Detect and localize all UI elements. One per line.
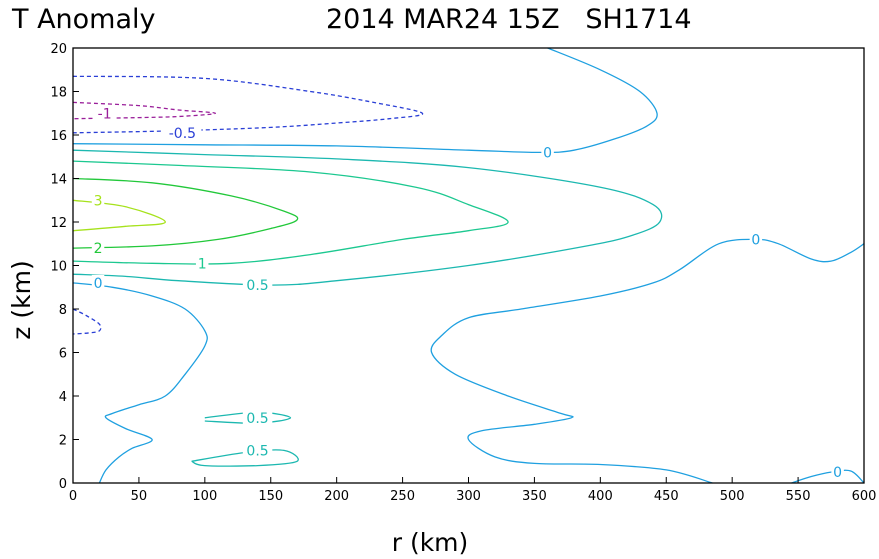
contour-line--1 <box>72 101 217 120</box>
x-tick-label: 100 <box>192 489 217 504</box>
x-tick-label: 400 <box>588 489 613 504</box>
x-tick-label: 300 <box>456 489 481 504</box>
contour-label: -1 <box>98 106 112 122</box>
x-tick-label: 550 <box>786 489 811 504</box>
contour-label: 0.5 <box>246 443 268 459</box>
y-tick-label: 4 <box>59 390 67 405</box>
contour-label-background <box>94 105 116 122</box>
contour-line-0p5 <box>204 411 292 424</box>
y-tick-label: 14 <box>50 173 67 188</box>
contour-label-background <box>91 240 105 257</box>
contour-line-1 <box>72 160 509 265</box>
contour-label-background <box>242 409 273 426</box>
contour-label: -0.5 <box>169 126 196 142</box>
y-tick-label: 6 <box>59 347 67 362</box>
contour-label: 0 <box>751 232 760 248</box>
x-tick-label: 0 <box>69 489 77 504</box>
y-tick-label: 2 <box>59 434 67 449</box>
contour-label-background <box>91 192 105 209</box>
y-tick-label: 20 <box>50 42 67 57</box>
y-tick-label: 12 <box>50 216 67 231</box>
contour-label: 1 <box>198 256 207 272</box>
x-tick-label: 150 <box>258 489 283 504</box>
contour-label: 0 <box>543 145 552 161</box>
y-axis-label: z (km) <box>7 260 36 339</box>
chart-title-right: 2014 MAR24 15Z SH1714 <box>326 4 692 35</box>
contour-label-background <box>541 144 554 161</box>
contour-line-2 <box>72 177 299 249</box>
contour-line--0p5 <box>72 308 102 335</box>
contour-label-background <box>163 124 202 141</box>
x-tick-label: 600 <box>852 489 877 504</box>
x-tick-label: 450 <box>654 489 679 504</box>
y-tick-label: 0 <box>59 477 67 492</box>
x-tick-label: 200 <box>324 489 349 504</box>
contour-label-background <box>749 231 763 248</box>
x-axis-label: r (km) <box>392 528 469 557</box>
contour-label-background <box>242 442 273 459</box>
plot-area: -1 -0.5 0 3 2 1 0 0.5 0 0.5 0.5 0 <box>72 47 865 484</box>
contour-line-0p5 <box>72 149 663 286</box>
x-tick-label: 250 <box>390 489 415 504</box>
y-axis-ticks: 0 2 4 6 8 10 12 14 16 18 20 <box>50 42 79 492</box>
contour-label: 0 <box>94 276 103 292</box>
x-axis-ticks: 0 50 100 150 200 250 300 350 400 450 500 550 600 <box>69 477 877 504</box>
y-tick-label: 10 <box>50 260 67 275</box>
x-tick-label: 350 <box>522 489 547 504</box>
contour-label-background <box>831 464 844 481</box>
contour-lines <box>72 47 865 484</box>
contour-line-0 <box>430 238 865 484</box>
x-tick-label: 50 <box>131 489 148 504</box>
contour-label-background <box>195 255 209 272</box>
contour-line-3 <box>72 199 166 232</box>
x-tick-label: 500 <box>720 489 745 504</box>
contour-line-0 <box>791 469 865 484</box>
y-tick-label: 16 <box>50 129 67 144</box>
contour-label-background <box>242 277 273 294</box>
contour-line-0 <box>72 47 658 154</box>
contour-line--0p5 <box>72 75 424 134</box>
y-tick-label: 8 <box>59 303 67 318</box>
contour-line-0 <box>72 282 208 484</box>
contour-label: 0 <box>833 465 842 481</box>
contour-label: 3 <box>94 193 103 209</box>
contour-label: 0.5 <box>246 411 268 427</box>
contour-labels: -1 -0.5 0 3 2 1 0 0.5 0 0.5 0.5 0 <box>91 105 844 481</box>
y-tick-label: 18 <box>50 86 67 101</box>
chart-title-left: T Anomaly <box>11 4 156 35</box>
contour-label: 0.5 <box>246 278 268 294</box>
contour-label-background <box>91 274 105 291</box>
contour-label: 2 <box>94 241 103 257</box>
